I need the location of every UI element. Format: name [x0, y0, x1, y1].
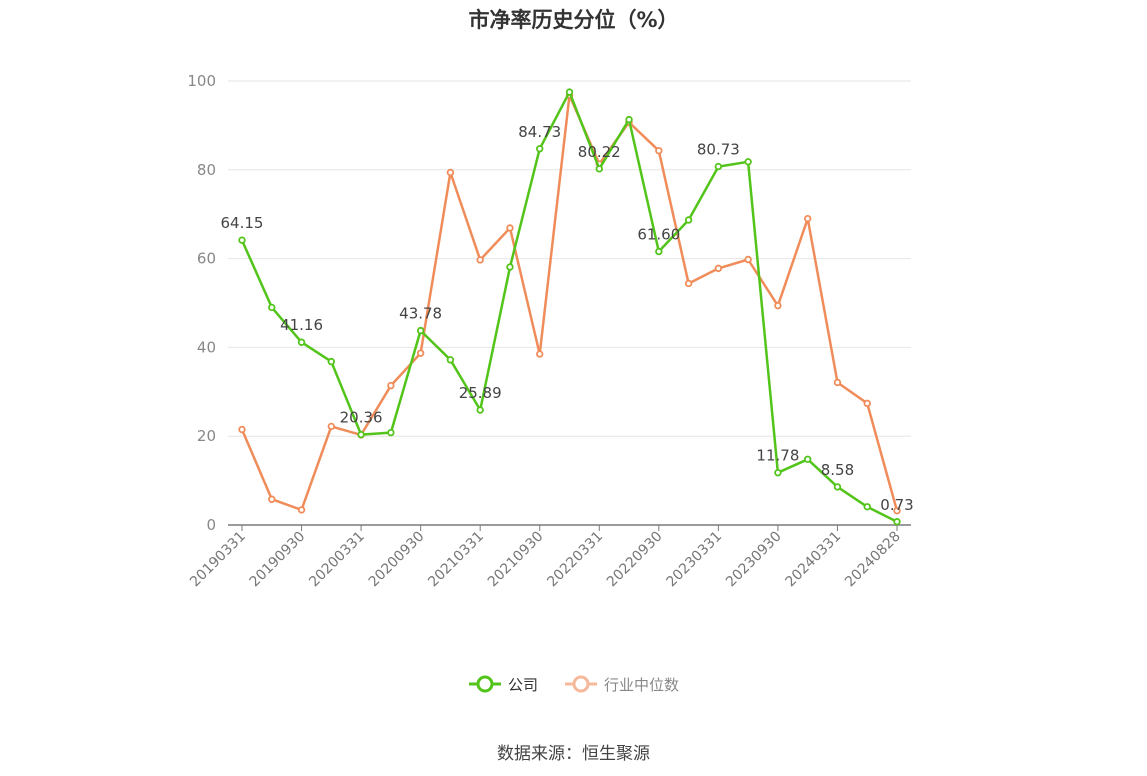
x-tick-label: 20230331: [663, 529, 725, 591]
x-tick-label: 20230930: [723, 529, 785, 591]
data-point-industry: [833, 378, 842, 387]
data-point-company: [625, 115, 633, 124]
data-label-layer: 64.15 41.16 20.36 43.78 25.89 84.73 80.22 61.60…: [221, 123, 914, 514]
data-label: 8.58: [821, 461, 854, 479]
data-point-company: [803, 455, 812, 463]
data-point-company: [833, 483, 842, 491]
data-label: 0.73: [880, 496, 913, 514]
y-tick-label: 100: [187, 72, 216, 90]
legend-label-company: 公司: [507, 675, 538, 694]
data-point-company: [268, 303, 276, 312]
data-label: 61.60: [637, 225, 680, 243]
data-point-industry: [446, 168, 455, 177]
x-tick-label: 20240828: [842, 529, 904, 591]
data-point-company: [684, 216, 693, 224]
data-point-company: [744, 158, 752, 166]
grid-layer: [228, 80, 911, 437]
data-point-company: [476, 406, 484, 414]
data-label: 80.73: [697, 141, 740, 159]
data-point-company: [655, 247, 663, 256]
data-point-company: [536, 145, 544, 153]
data-point-industry: [238, 425, 246, 434]
data-label: 43.78: [399, 305, 442, 323]
data-point-industry: [268, 495, 276, 503]
data-point-industry: [536, 350, 544, 358]
data-point-company: [327, 357, 336, 366]
data-label: 25.89: [459, 384, 502, 402]
legend-marker-company-icon: [468, 675, 501, 693]
x-tick-label: 20190331: [187, 529, 249, 591]
y-tick-label: 80: [197, 161, 216, 179]
data-point-company: [357, 430, 365, 439]
y-tick-label: 60: [197, 250, 216, 268]
legend-item-industry[interactable]: 行业中位数: [564, 673, 679, 695]
data-point-company: [238, 236, 246, 244]
legend-marker-industry-icon: [565, 675, 597, 693]
data-point-industry: [506, 224, 514, 232]
data-point-company: [863, 503, 871, 511]
data-point-industry: [774, 301, 782, 310]
legend: 公司 行业中位数: [0, 673, 1147, 695]
y-tick-label: 40: [197, 338, 216, 356]
data-label: 20.36: [340, 409, 383, 427]
data-point-industry: [863, 399, 871, 408]
data-point-industry: [655, 147, 663, 155]
data-point-company: [595, 165, 603, 173]
series-layer: [238, 88, 901, 526]
data-point-company: [714, 162, 723, 171]
legend-label-industry: 行业中位数: [604, 675, 680, 694]
data-point-company: [774, 468, 782, 477]
legend-item-company[interactable]: 公司: [468, 673, 538, 695]
data-point-industry: [416, 349, 425, 357]
data-point-industry: [803, 214, 812, 223]
y-tick-label: 0: [206, 516, 216, 534]
data-label: 11.78: [756, 447, 799, 465]
x-tick-label: 20240331: [783, 529, 845, 591]
data-point-industry: [327, 422, 336, 431]
data-point-company: [506, 263, 514, 271]
x-tick-label: 20220930: [604, 529, 666, 591]
y-tick-label: 20: [197, 427, 216, 445]
data-point-company: [565, 88, 574, 96]
data-point-company: [446, 356, 455, 364]
x-tick-label: 20220331: [544, 529, 606, 591]
data-label: 64.15: [221, 214, 264, 232]
data-point-industry: [297, 506, 306, 514]
data-point-company: [297, 338, 306, 346]
chart-title: 市净率历史分位（%）: [468, 8, 679, 32]
line-chart: 0 20 40 60 80 100 2019033120190930202003312020…: [187, 72, 914, 591]
data-point-company: [416, 326, 425, 335]
data-label: 41.16: [280, 316, 323, 334]
data-point-industry: [476, 256, 484, 264]
x-tick-label: 20200930: [366, 529, 428, 591]
data-point-industry: [744, 255, 752, 264]
data-point-industry: [684, 279, 693, 288]
x-tick-label: 20210331: [425, 529, 487, 591]
data-label: 80.22: [578, 143, 621, 161]
data-label: 84.73: [518, 123, 561, 141]
x-tick-label: 20200331: [306, 529, 368, 591]
data-point-industry: [893, 507, 901, 515]
data-point-company: [387, 428, 395, 437]
data-point-industry: [387, 381, 395, 390]
x-tick-label: 20190930: [247, 529, 309, 591]
data-point-industry: [714, 264, 723, 273]
data-point-company: [893, 518, 901, 526]
source-note: 数据来源：恒生聚源: [497, 744, 650, 764]
x-tick-label: 20210930: [485, 529, 547, 591]
